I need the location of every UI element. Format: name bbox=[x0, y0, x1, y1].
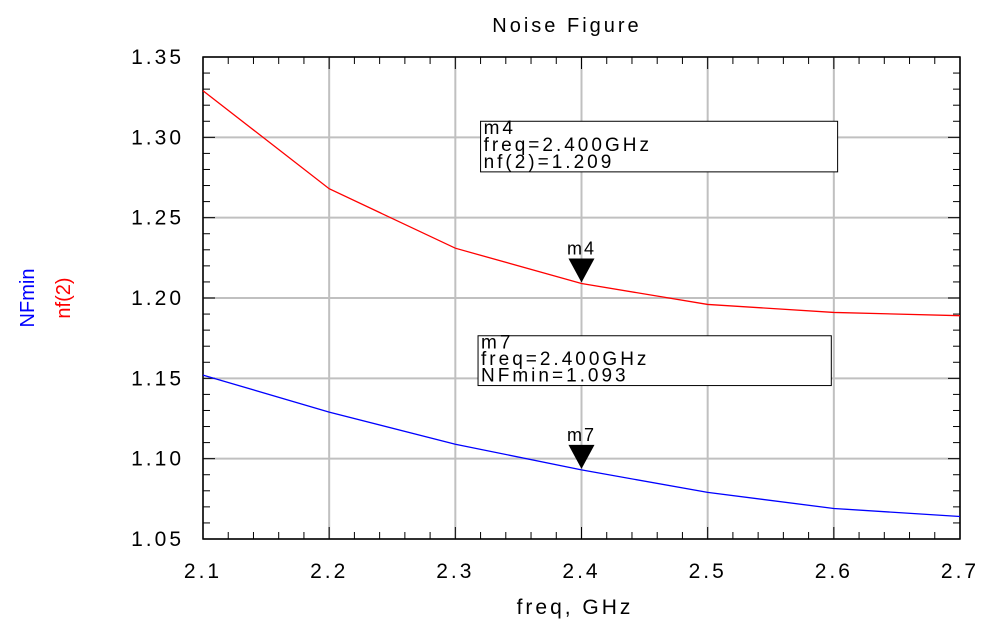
marker-readout-box-m7 bbox=[477, 335, 832, 387]
marker-readout-line: m7 bbox=[481, 332, 513, 353]
marker-readout-line: nf(2)=1.209 bbox=[484, 152, 615, 173]
y-tick-label: 1.20 bbox=[131, 287, 184, 310]
x-tick-label: 2.6 bbox=[815, 560, 853, 583]
y-tick-label: 1.25 bbox=[131, 207, 184, 230]
y-tick-label: 1.15 bbox=[131, 367, 184, 390]
chart-title: Noise Figure bbox=[492, 15, 641, 37]
marker-readout-box-m4 bbox=[480, 120, 839, 173]
x-tick-label: 2.2 bbox=[310, 560, 348, 583]
y-tick-label: 1.35 bbox=[131, 46, 184, 69]
series-line-nf2 bbox=[202, 90, 961, 317]
y-axis-label-nfmin: NFmin bbox=[17, 269, 39, 328]
marker-readout-line: freq=2.400GHz bbox=[484, 135, 652, 156]
y-tick-label: 1.10 bbox=[131, 448, 184, 471]
tick-labels: 2.1 2.2 2.3 2.4 2.5 2.6 2.7 1.05 1.10 1.15 1.20 1.2… bbox=[131, 46, 979, 583]
marker-triangle-m7 bbox=[568, 444, 595, 469]
marker-readout-line: freq=2.400GHz bbox=[481, 349, 649, 370]
marker-readout-line: NFmin=1.093 bbox=[481, 366, 629, 387]
marker-readout-line: m4 bbox=[484, 118, 516, 139]
y-tick-label: 1.05 bbox=[131, 528, 184, 551]
y-tick-label: 1.30 bbox=[131, 126, 184, 149]
marker-label-m7: m7 bbox=[567, 425, 596, 445]
x-tick-label: 2.1 bbox=[184, 560, 222, 583]
x-tick-label: 2.4 bbox=[562, 560, 600, 583]
series-line-nfmin bbox=[202, 374, 961, 518]
y-axis-label-nf2: nf(2) bbox=[53, 277, 75, 318]
x-tick-label: 2.3 bbox=[436, 560, 474, 583]
x-axis-label: freq, GHz bbox=[517, 596, 634, 619]
markers: m4m4freq=2.400GHznf(2)=1.209m7m7freq=2.4… bbox=[477, 118, 839, 469]
minor-ticks bbox=[202, 56, 961, 540]
series bbox=[202, 90, 961, 518]
x-tick-label: 2.7 bbox=[941, 560, 979, 583]
marker-label-m4: m4 bbox=[567, 239, 596, 259]
marker-triangle-m4 bbox=[568, 258, 595, 283]
x-tick-label: 2.5 bbox=[689, 560, 727, 583]
